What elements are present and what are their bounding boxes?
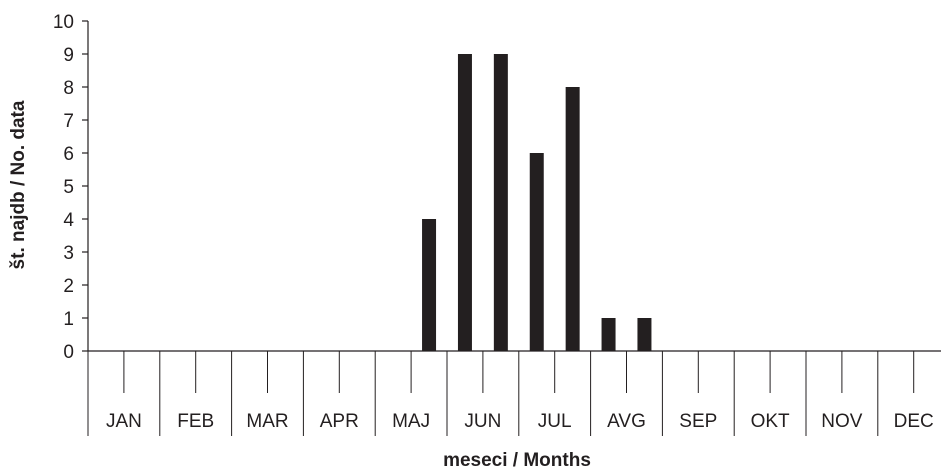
y-tick-label: 2 [63,276,74,297]
x-tick-label: MAJ [392,411,430,432]
x-tick-label: APR [320,411,359,432]
x-axis-title: meseci / Months [443,450,591,470]
y-axis: 0 1 2 3 4 5 6 7 8 9 10 [53,12,89,363]
y-tick-label: 1 [63,309,74,330]
x-tick-label: FEB [177,411,214,432]
bar [422,219,437,351]
bar [601,318,616,351]
y-tick-label: 10 [53,12,74,33]
x-tick-label: DEC [894,411,934,432]
x-tick-label: MAR [246,411,288,432]
x-tick-label: JUL [538,411,572,432]
x-tick-label: OKT [751,411,790,432]
x-tick-label: SEP [679,411,717,432]
bar [457,54,472,351]
x-tick-label: JAN [106,411,142,432]
y-tick-label: 6 [63,144,74,165]
y-tick-label: 0 [63,342,74,363]
y-tick-label: 5 [63,177,74,198]
y-tick-label: 3 [63,243,74,264]
x-tick-label: AVG [607,411,646,432]
y-tick-label: 8 [63,78,74,99]
bar [637,318,652,351]
y-axis-title: št. najdb / No. data [8,100,29,269]
x-tick-label: JUN [464,411,501,432]
bar [529,153,544,351]
x-axis: JAN FEB MAR APR MAJ JUN JUL AVG SEP OKT NOV DEC [87,350,941,436]
bar [565,87,580,351]
y-tick-label: 7 [63,111,74,132]
x-tick-label: NOV [821,411,863,432]
y-tick-label: 4 [63,210,74,231]
bars [422,54,652,351]
bar [493,54,508,351]
y-tick-label: 9 [63,45,74,66]
